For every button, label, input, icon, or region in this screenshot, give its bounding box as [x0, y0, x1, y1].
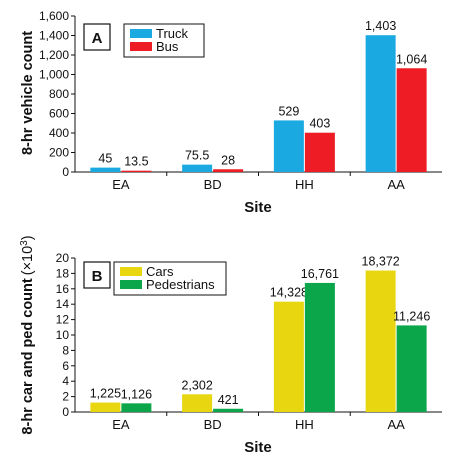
y-tick-label: 400	[49, 126, 69, 140]
x-tick-label: AA	[387, 177, 405, 192]
bar-truck-hh	[273, 120, 304, 172]
legend-label-pedestrians: Pedestrians	[146, 277, 215, 292]
y-tick-label: 1,600	[39, 9, 69, 23]
legend-swatch-truck	[130, 29, 152, 38]
bar-pedestrians-ea	[121, 403, 152, 412]
panel-letter-box-a	[83, 23, 111, 51]
data-label: 1,225	[90, 387, 121, 401]
y-tick-label: 4	[62, 374, 69, 388]
panel-a: 8-hr vehicle count Site A Truck Bus 0 200…	[20, 9, 442, 216]
x-tick-label: EA	[112, 417, 130, 432]
bar-bus-ea	[121, 170, 152, 172]
y-tick-label: 18	[56, 266, 70, 280]
y-tick-label: 0	[62, 165, 69, 179]
x-tick-label: BD	[204, 417, 222, 432]
data-label: 28	[221, 153, 235, 167]
data-label: 18,372	[362, 255, 400, 269]
y-tick-label: 200	[49, 146, 69, 160]
y-tick-label: 800	[49, 87, 69, 101]
data-label: 13.5	[124, 155, 148, 169]
y-tick-label: 14	[56, 297, 70, 311]
data-label: 1,403	[365, 19, 396, 33]
bar-cars-aa	[365, 270, 396, 412]
data-label: 529	[278, 104, 299, 118]
data-label: 421	[218, 393, 239, 407]
data-label: 45	[98, 152, 112, 166]
x-axis-title-a: Site	[244, 199, 272, 216]
y-axis-title-b: 8-hr car and ped count(×103)	[19, 235, 36, 434]
panel-letter-b: B	[92, 268, 103, 285]
x-axis-title-b: Site	[244, 439, 272, 456]
data-label: 2,302	[181, 378, 212, 392]
y-tick-label: 0	[62, 405, 69, 419]
x-tick-label: BD	[204, 177, 222, 192]
panel-letter-box-b	[83, 261, 111, 289]
data-label: 14,328	[270, 286, 308, 300]
bar-cars-hh	[273, 301, 304, 412]
bar-cars-ea	[90, 402, 121, 412]
y-tick-label: 6	[62, 359, 69, 373]
bar-bus-bd	[213, 169, 244, 172]
y-tick-label: 12	[56, 313, 70, 327]
bar-pedestrians-bd	[213, 408, 244, 412]
bar-truck-aa	[365, 35, 396, 172]
bar-pedestrians-aa	[396, 325, 427, 412]
legend-label-cars: Cars	[146, 264, 174, 279]
panel-letter-a: A	[92, 30, 103, 47]
data-label: 11,246	[393, 309, 430, 323]
data-label: 1,064	[396, 52, 427, 66]
x-tick-label: HH	[295, 177, 314, 192]
y-tick-label: 600	[49, 107, 69, 121]
bar-bus-aa	[396, 68, 427, 172]
y-tick-label: 1,000	[39, 68, 69, 82]
legend-swatch-pedestrians	[120, 280, 142, 289]
legend-swatch-bus	[130, 42, 152, 51]
y-tick-label: 1,400	[39, 29, 69, 43]
x-tick-label: AA	[387, 417, 405, 432]
bar-bus-hh	[304, 132, 335, 172]
bar-truck-ea	[90, 167, 121, 172]
x-tick-label: EA	[112, 177, 130, 192]
y-tick-label: 2	[62, 390, 69, 404]
legend-label-bus: Bus	[156, 39, 179, 54]
data-label: 16,761	[301, 267, 339, 281]
y-axis-title-a: 8-hr vehicle count	[20, 31, 36, 155]
legend-swatch-cars	[120, 267, 142, 276]
y-tick-label: 1,200	[39, 48, 69, 62]
y-tick-label: 20	[56, 251, 70, 265]
legend-label-truck: Truck	[156, 26, 189, 41]
x-tick-label: HH	[295, 417, 314, 432]
y-tick-label: 16	[56, 282, 70, 296]
panel-b: 8-hr car and ped count(×103) Site B Cars…	[19, 235, 442, 456]
bar-cars-bd	[182, 394, 213, 412]
bar-pedestrians-hh	[304, 282, 335, 412]
data-label: 403	[309, 117, 330, 131]
bar-truck-bd	[182, 164, 213, 172]
data-label: 1,126	[121, 387, 152, 401]
y-tick-label: 8	[62, 343, 69, 357]
y-tick-label: 10	[56, 328, 70, 342]
data-label: 75.5	[185, 149, 209, 163]
